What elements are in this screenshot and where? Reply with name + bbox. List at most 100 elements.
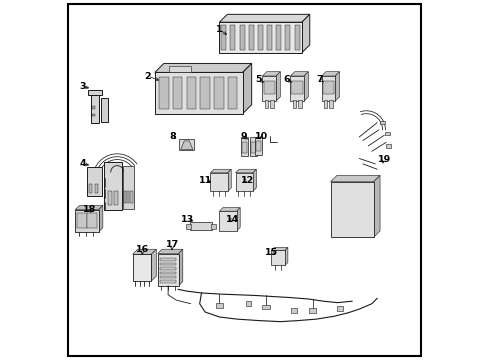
Bar bbox=[266, 25, 271, 50]
Bar bbox=[107, 191, 112, 205]
Bar bbox=[127, 191, 129, 203]
Bar bbox=[160, 280, 176, 283]
Polygon shape bbox=[242, 63, 251, 114]
Polygon shape bbox=[219, 208, 240, 211]
Polygon shape bbox=[132, 249, 156, 254]
Polygon shape bbox=[180, 141, 192, 149]
Text: 3: 3 bbox=[79, 82, 85, 91]
Bar bbox=[92, 114, 95, 116]
Bar bbox=[257, 25, 263, 50]
Bar bbox=[219, 22, 301, 53]
Bar bbox=[262, 305, 269, 309]
Polygon shape bbox=[262, 72, 280, 76]
Bar bbox=[235, 173, 252, 192]
Text: 12: 12 bbox=[240, 176, 253, 185]
Bar bbox=[94, 184, 98, 193]
Bar bbox=[185, 224, 190, 229]
Bar bbox=[290, 76, 304, 101]
Bar bbox=[256, 141, 261, 151]
Bar bbox=[130, 191, 132, 203]
Bar bbox=[294, 25, 299, 50]
Bar bbox=[75, 210, 99, 232]
Bar bbox=[214, 77, 223, 109]
Bar bbox=[210, 224, 215, 229]
Bar bbox=[264, 100, 267, 108]
Polygon shape bbox=[285, 247, 287, 265]
Bar bbox=[160, 276, 176, 279]
Text: 19: 19 bbox=[377, 155, 390, 164]
Polygon shape bbox=[335, 72, 339, 101]
Bar bbox=[248, 25, 253, 50]
Text: 8: 8 bbox=[169, 132, 176, 141]
Bar bbox=[186, 77, 196, 109]
Bar bbox=[241, 136, 247, 156]
Bar bbox=[386, 144, 390, 148]
Text: 5: 5 bbox=[255, 75, 262, 84]
Bar bbox=[160, 258, 176, 261]
Bar bbox=[160, 267, 176, 270]
Bar bbox=[179, 139, 194, 149]
Bar bbox=[86, 167, 102, 196]
Text: 15: 15 bbox=[264, 248, 277, 257]
Bar bbox=[101, 98, 107, 122]
Polygon shape bbox=[271, 247, 287, 250]
Bar bbox=[336, 306, 342, 311]
Bar bbox=[263, 81, 274, 94]
Bar bbox=[379, 121, 384, 125]
Bar bbox=[104, 162, 122, 211]
Bar bbox=[86, 213, 96, 228]
Bar bbox=[262, 76, 276, 101]
Text: 2: 2 bbox=[144, 72, 151, 81]
Bar bbox=[124, 191, 126, 203]
Bar bbox=[159, 77, 168, 109]
Polygon shape bbox=[301, 14, 309, 53]
Text: 17: 17 bbox=[165, 240, 178, 249]
Bar bbox=[215, 303, 223, 308]
Bar bbox=[221, 25, 226, 50]
Text: 14: 14 bbox=[226, 215, 239, 224]
Polygon shape bbox=[210, 169, 231, 173]
Bar bbox=[290, 308, 296, 313]
Bar bbox=[255, 136, 262, 154]
Polygon shape bbox=[304, 72, 308, 101]
Bar bbox=[329, 100, 332, 108]
Polygon shape bbox=[219, 14, 309, 22]
Bar bbox=[132, 254, 151, 281]
Text: 6: 6 bbox=[283, 75, 289, 84]
Bar bbox=[92, 107, 95, 109]
Bar bbox=[271, 250, 285, 265]
Polygon shape bbox=[155, 63, 251, 72]
Polygon shape bbox=[75, 206, 102, 210]
Polygon shape bbox=[373, 175, 379, 237]
Bar bbox=[77, 213, 87, 228]
Polygon shape bbox=[235, 169, 256, 173]
Polygon shape bbox=[290, 72, 308, 76]
Bar bbox=[276, 25, 281, 50]
Bar bbox=[91, 95, 99, 123]
Bar bbox=[160, 263, 176, 265]
Text: 10: 10 bbox=[255, 132, 268, 141]
Polygon shape bbox=[178, 249, 183, 286]
Bar bbox=[158, 253, 178, 286]
Text: 9: 9 bbox=[240, 132, 246, 141]
Bar bbox=[227, 77, 237, 109]
Polygon shape bbox=[236, 208, 240, 231]
Bar bbox=[122, 166, 134, 209]
Bar bbox=[160, 272, 176, 274]
Bar bbox=[88, 90, 102, 95]
Bar bbox=[270, 100, 273, 108]
Bar bbox=[308, 309, 316, 313]
Bar bbox=[298, 100, 301, 108]
Polygon shape bbox=[158, 249, 183, 253]
Text: 7: 7 bbox=[316, 75, 323, 84]
Bar bbox=[245, 301, 251, 306]
Polygon shape bbox=[151, 249, 156, 281]
Bar bbox=[210, 173, 227, 192]
Bar bbox=[285, 25, 290, 50]
Bar bbox=[190, 222, 211, 230]
Bar bbox=[321, 76, 335, 101]
Bar bbox=[323, 100, 326, 108]
Text: 11: 11 bbox=[199, 176, 212, 185]
Bar bbox=[155, 72, 242, 114]
Bar bbox=[219, 211, 236, 231]
